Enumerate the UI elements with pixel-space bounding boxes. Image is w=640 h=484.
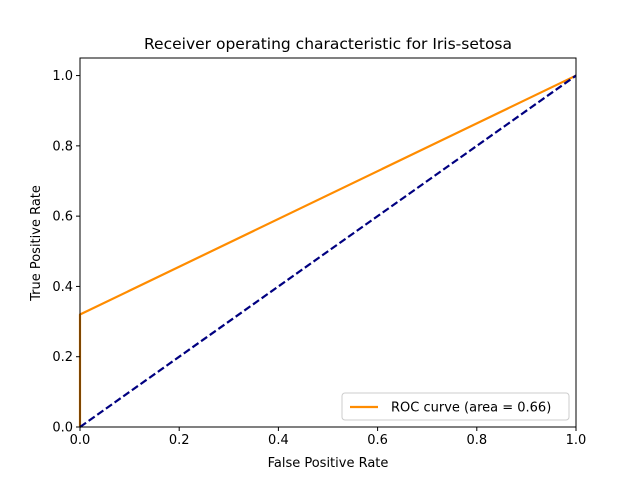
- chance-line: [79, 74, 577, 428]
- x-axis-ticks: 0.0 0.2 0.4 0.6 0.8 1.0: [70, 427, 587, 448]
- y-tick-label: 0.4: [52, 280, 73, 295]
- x-tick-label: 0.8: [466, 433, 487, 448]
- x-tick-label: 0.4: [268, 433, 289, 448]
- legend-label: ROC curve (area = 0.66): [391, 401, 551, 416]
- chart-title: Receiver operating characteristic for Ir…: [144, 35, 512, 53]
- x-tick-label: 0.0: [70, 433, 91, 448]
- x-tick-label: 0.6: [367, 433, 388, 448]
- y-tick-label: 0.8: [52, 139, 73, 154]
- y-axis-ticks: 0.0 0.2 0.4 0.6 0.8 1.0: [52, 69, 80, 436]
- y-axis-label: True Positive Rate: [29, 185, 44, 302]
- x-tick-label: 0.2: [169, 433, 190, 448]
- y-tick-label: 0.6: [52, 210, 73, 225]
- legend: ROC curve (area = 0.66): [341, 392, 570, 421]
- y-tick-label: 1.0: [52, 69, 73, 84]
- y-tick-label: 0.0: [52, 421, 73, 436]
- plot-area: [78, 74, 577, 428]
- x-tick-label: 1.0: [566, 433, 587, 448]
- x-axis-label: False Positive Rate: [268, 456, 389, 471]
- axes-frame: [79, 57, 577, 428]
- y-tick-label: 0.2: [52, 350, 73, 365]
- legend-box: [341, 392, 570, 421]
